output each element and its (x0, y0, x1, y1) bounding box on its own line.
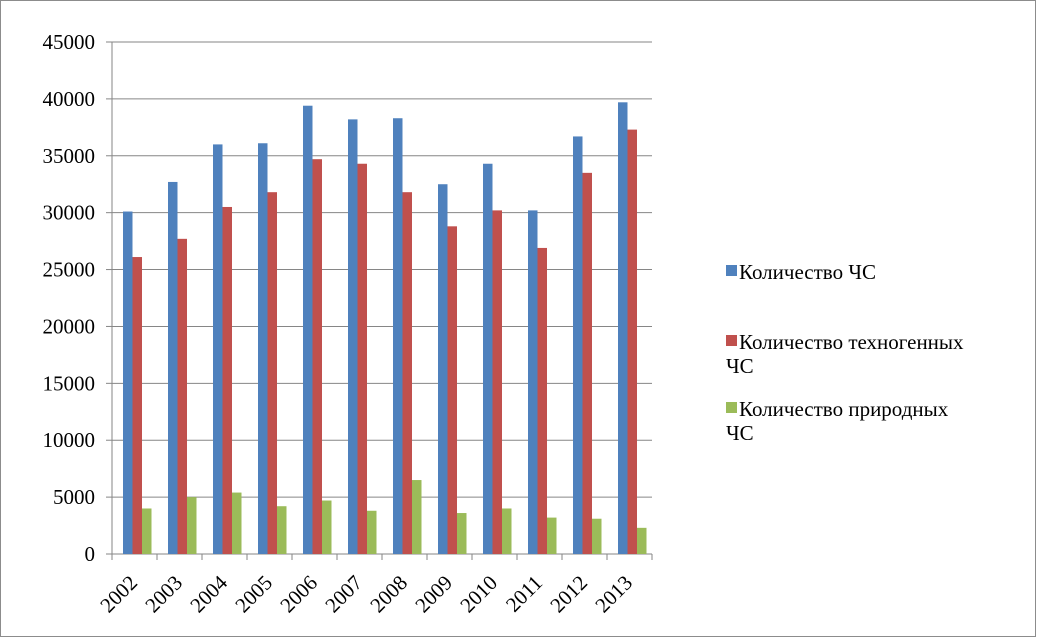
bar-2003-series-2 (177, 238, 187, 554)
y-tick-label: 25000 (43, 258, 96, 282)
bar-2005-series-3 (277, 506, 287, 554)
y-tick-label: 40000 (43, 87, 96, 111)
bar-2007-series-3 (367, 510, 377, 554)
bar-2008-series-1 (393, 118, 403, 554)
bar-2011-series-3 (547, 517, 557, 554)
bar-2011-series-2 (537, 247, 547, 554)
x-tick-label: 2009 (410, 571, 457, 618)
bar-2005-series-2 (267, 192, 277, 555)
x-tick-label: 2007 (320, 571, 367, 618)
legend-label: Количество техногенных ЧС (726, 330, 964, 378)
bar-2006-series-1 (303, 105, 313, 555)
x-tick-label: 2013 (590, 571, 637, 618)
y-tick-label: 45000 (43, 30, 96, 54)
bar-2005-series-1 (258, 143, 268, 555)
bar-2004-series-1 (213, 144, 223, 554)
bars (123, 102, 647, 555)
bar-2008-series-2 (402, 192, 412, 555)
x-tick-label: 2010 (455, 571, 502, 618)
bar-2010-series-2 (492, 210, 502, 554)
bar-2013-series-1 (618, 102, 628, 555)
legend-swatch (726, 265, 737, 276)
y-tick-label: 35000 (43, 144, 96, 168)
bar-2009-series-2 (447, 226, 457, 554)
bar-2003-series-1 (168, 181, 178, 555)
legend-label: Количество ЧС (739, 260, 876, 284)
legend-swatch (726, 335, 737, 346)
bar-2013-series-2 (627, 129, 637, 554)
x-tick-label: 2008 (365, 571, 412, 618)
legend-item-1: Количество ЧС (726, 260, 876, 284)
bar-2013-series-3 (637, 527, 647, 554)
x-axis-tick-labels: 2002200320042005200620072008200920102011… (95, 570, 637, 617)
legend-swatch (726, 402, 737, 413)
x-tick-label: 2005 (230, 571, 277, 618)
x-tick-label: 2004 (185, 570, 232, 617)
y-tick-label: 0 (85, 542, 96, 566)
bar-2007-series-1 (348, 119, 358, 554)
bar-2007-series-2 (357, 163, 367, 554)
y-tick-label: 5000 (53, 485, 95, 509)
bar-2003-series-3 (187, 497, 197, 554)
x-tick-label: 2006 (275, 571, 322, 618)
bar-2010-series-3 (502, 508, 512, 554)
bar-2009-series-1 (438, 184, 448, 554)
bar-2009-series-3 (457, 513, 467, 554)
y-tick-label: 15000 (43, 371, 96, 395)
bar-2011-series-1 (528, 210, 538, 554)
x-tick-label: 2003 (140, 571, 187, 618)
bar-2012-series-2 (582, 172, 592, 554)
bar-2006-series-3 (322, 500, 332, 554)
bar-2002-series-3 (142, 508, 152, 554)
bar-2008-series-3 (412, 480, 422, 554)
bar-2004-series-2 (222, 206, 232, 554)
y-tick-label: 20000 (43, 314, 96, 338)
axes (106, 41, 653, 560)
legend-item-2: Количество техногенных ЧС (726, 330, 964, 378)
bar-2002-series-1 (123, 211, 133, 555)
x-tick-label: 2012 (545, 571, 592, 618)
bar-2012-series-3 (592, 518, 602, 554)
x-tick-label: 2011 (501, 571, 547, 617)
x-tick-label: 2002 (95, 571, 142, 618)
legend: Количество ЧС Количество техногенных ЧС Кол… (726, 260, 964, 445)
legend-label: Количество природных ЧС (726, 397, 949, 445)
y-axis-tick-labels: 0 5000 10000 15000 20000 25000 30000 35000 40000… (43, 30, 96, 566)
y-tick-label: 10000 (43, 428, 96, 452)
bar-2010-series-1 (483, 163, 493, 554)
bar-2004-series-3 (232, 492, 242, 554)
bar-2012-series-1 (573, 136, 583, 555)
bar-2002-series-2 (132, 257, 142, 554)
legend-item-3: Количество природных ЧС (726, 397, 949, 445)
gridlines (112, 41, 652, 498)
y-tick-label: 30000 (43, 201, 96, 225)
bar-2006-series-2 (312, 159, 322, 555)
